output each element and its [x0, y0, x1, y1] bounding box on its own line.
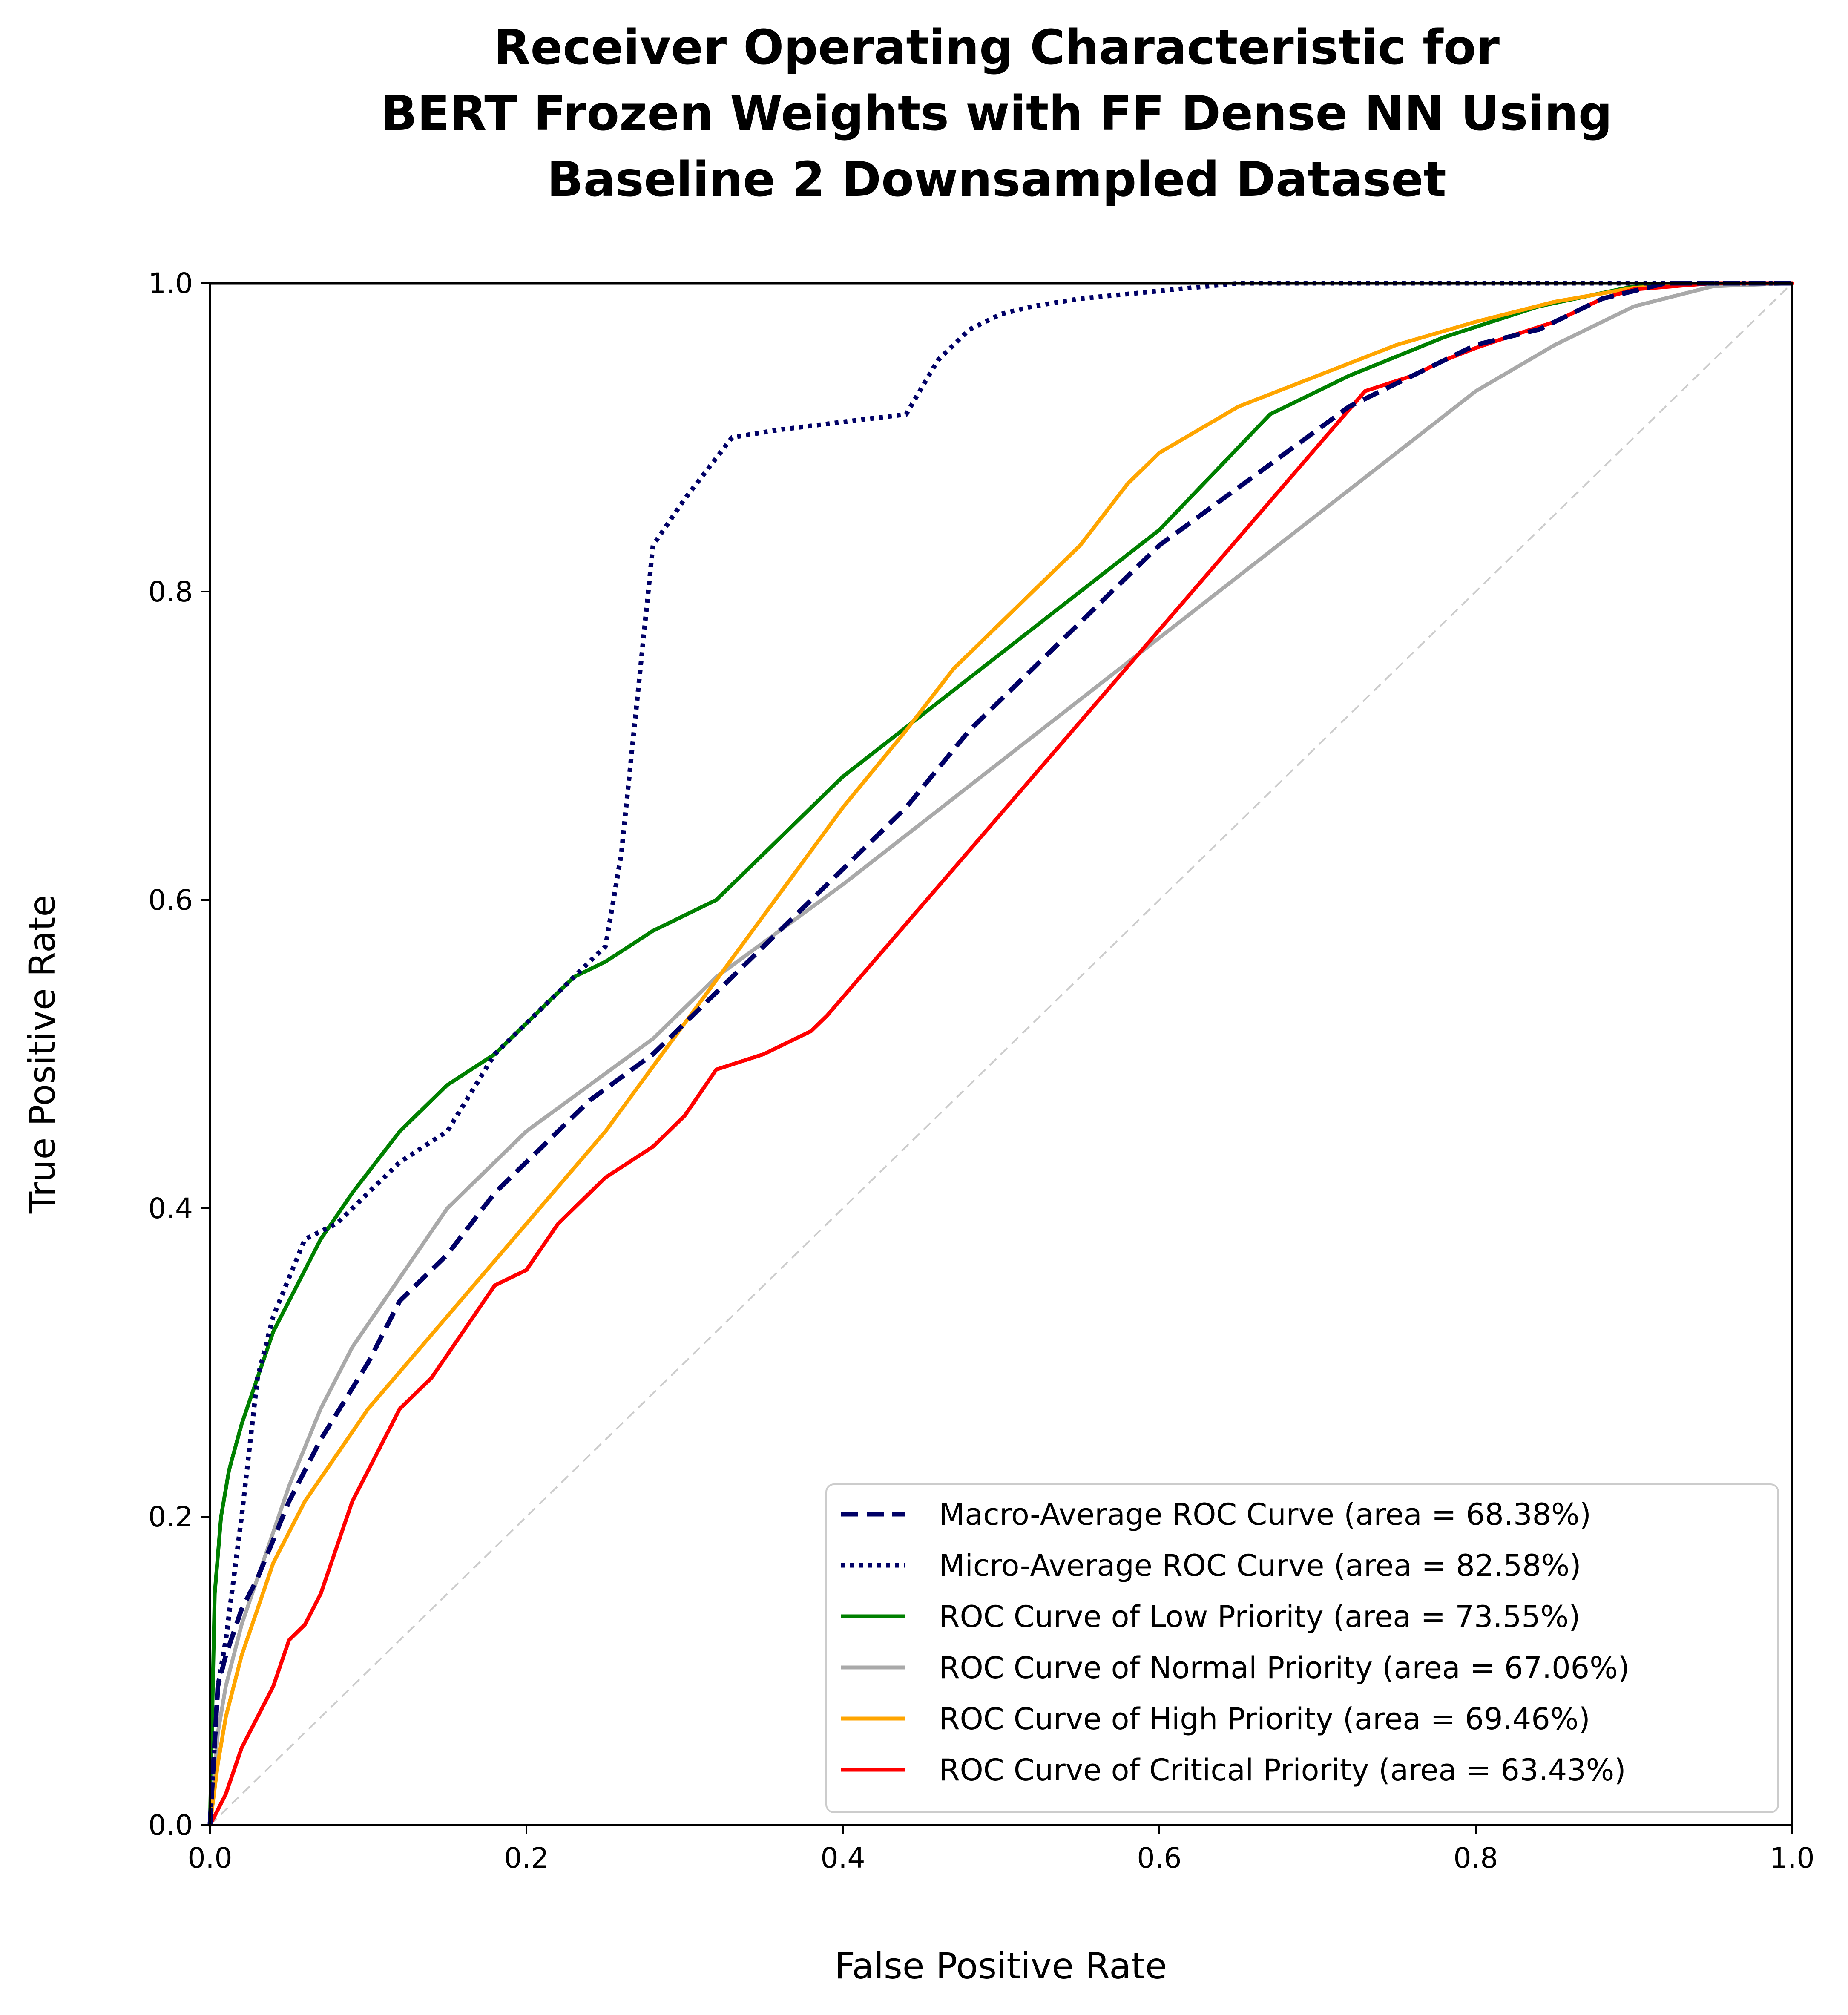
- series-line-3: [208, 281, 1794, 1827]
- x-tick-label: 0.2: [504, 1842, 549, 1874]
- curves-layer: [207, 281, 1794, 1827]
- legend-label-4: ROC Curve of High Priority (area = 69.46…: [939, 1702, 1590, 1736]
- legend-label-0: Macro-Average ROC Curve (area = 68.38%): [939, 1497, 1591, 1532]
- y-tick-label: 1.0: [148, 267, 193, 300]
- chart-title-line-3: Baseline 2 Downsampled Dataset: [547, 152, 1446, 207]
- y-tick-label: 0.6: [148, 884, 193, 917]
- x-axis-ticks: 0.0 0.2 0.4 0.6 0.8 1.0: [188, 1825, 1815, 1874]
- legend-label-5: ROC Curve of Critical Priority (area = 6…: [939, 1753, 1626, 1788]
- x-tick-label: 0.0: [188, 1842, 233, 1874]
- chart-title: Receiver Operating Characteristic for BE…: [381, 20, 1612, 207]
- x-axis-label: False Positive Rate: [835, 1945, 1167, 1987]
- series-line-6: [209, 282, 1793, 1826]
- legend-label-3: ROC Curve of Normal Priority (area = 67.…: [939, 1650, 1630, 1685]
- y-tick-label: 0.4: [148, 1192, 193, 1225]
- legend-entries: Macro-Average ROC Curve (area = 68.38%) M…: [841, 1497, 1630, 1788]
- legend: Macro-Average ROC Curve (area = 68.38%) M…: [825, 1483, 1779, 1813]
- series-line-4: [208, 281, 1794, 1827]
- chart-title-line-2: BERT Frozen Weights with FF Dense NN Usi…: [381, 86, 1612, 141]
- y-tick-label: 0.0: [148, 1809, 193, 1842]
- x-tick-label: 0.8: [1454, 1842, 1498, 1874]
- legend-frame: [825, 1483, 1779, 1813]
- y-axis-label: True Positive Rate: [21, 895, 63, 1214]
- series-line-1: [207, 281, 1792, 1825]
- plot-frame: [209, 282, 1793, 1826]
- chart-title-line-1: Receiver Operating Characteristic for: [494, 20, 1500, 75]
- plot-area: [207, 281, 1794, 1827]
- x-tick-label: 0.6: [1137, 1842, 1182, 1874]
- y-axis-ticks: 0.0 0.2 0.4 0.6 0.8 1.0: [148, 267, 210, 1842]
- series-line-0: [207, 281, 1792, 1825]
- y-tick-label: 0.2: [148, 1500, 193, 1533]
- x-tick-label: 1.0: [1770, 1842, 1815, 1874]
- legend-label-2: ROC Curve of Low Priority (area = 73.55%…: [939, 1599, 1581, 1634]
- x-tick-label: 0.4: [821, 1842, 865, 1874]
- legend-label-1: Micro-Average ROC Curve (area = 82.58%): [939, 1548, 1581, 1583]
- y-tick-label: 0.8: [148, 575, 193, 608]
